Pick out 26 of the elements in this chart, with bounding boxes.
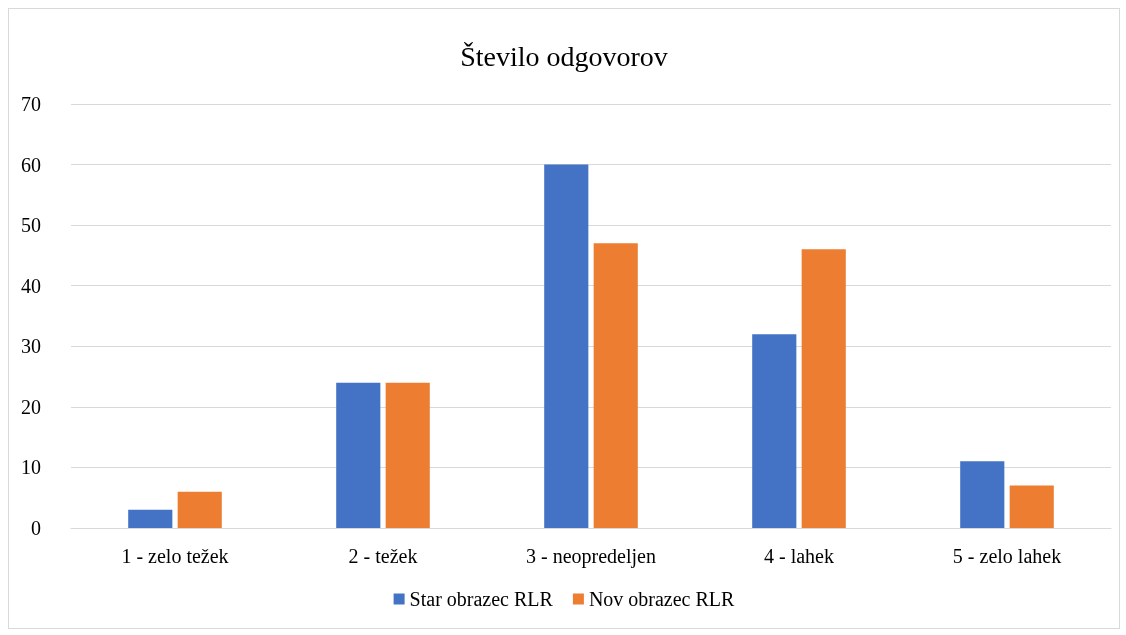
bar <box>177 491 222 528</box>
y-tick-label: 60 <box>21 153 41 176</box>
y-tick-label: 10 <box>21 456 41 479</box>
bar <box>801 249 846 528</box>
x-tick-label: 2 - težek <box>348 545 418 567</box>
y-tick-label: 30 <box>21 335 41 358</box>
y-tick-label: 20 <box>21 395 41 418</box>
bar <box>960 461 1005 528</box>
bar <box>1009 485 1054 528</box>
x-tick-label: 3 - neopredeljen <box>526 545 656 568</box>
bar <box>128 509 173 528</box>
y-tick-label: 0 <box>31 517 41 539</box>
bar <box>336 382 381 528</box>
chart-title: Število odgovorov <box>460 40 668 72</box>
bar <box>385 382 430 528</box>
x-tick-label: 4 - lahek <box>764 545 834 567</box>
legend-label: Star obrazec RLR <box>409 588 554 610</box>
y-tick-label: 50 <box>21 214 41 237</box>
legend-label: Nov obrazec RLR <box>588 588 736 610</box>
bar <box>752 334 797 528</box>
y-tick-label: 40 <box>21 274 41 297</box>
x-tick-label: 1 - zelo težek <box>121 545 229 567</box>
bar <box>544 164 589 528</box>
bar <box>593 243 638 528</box>
y-tick-label: 70 <box>21 93 41 115</box>
x-tick-label: 5 - zelo lahek <box>952 545 1062 567</box>
